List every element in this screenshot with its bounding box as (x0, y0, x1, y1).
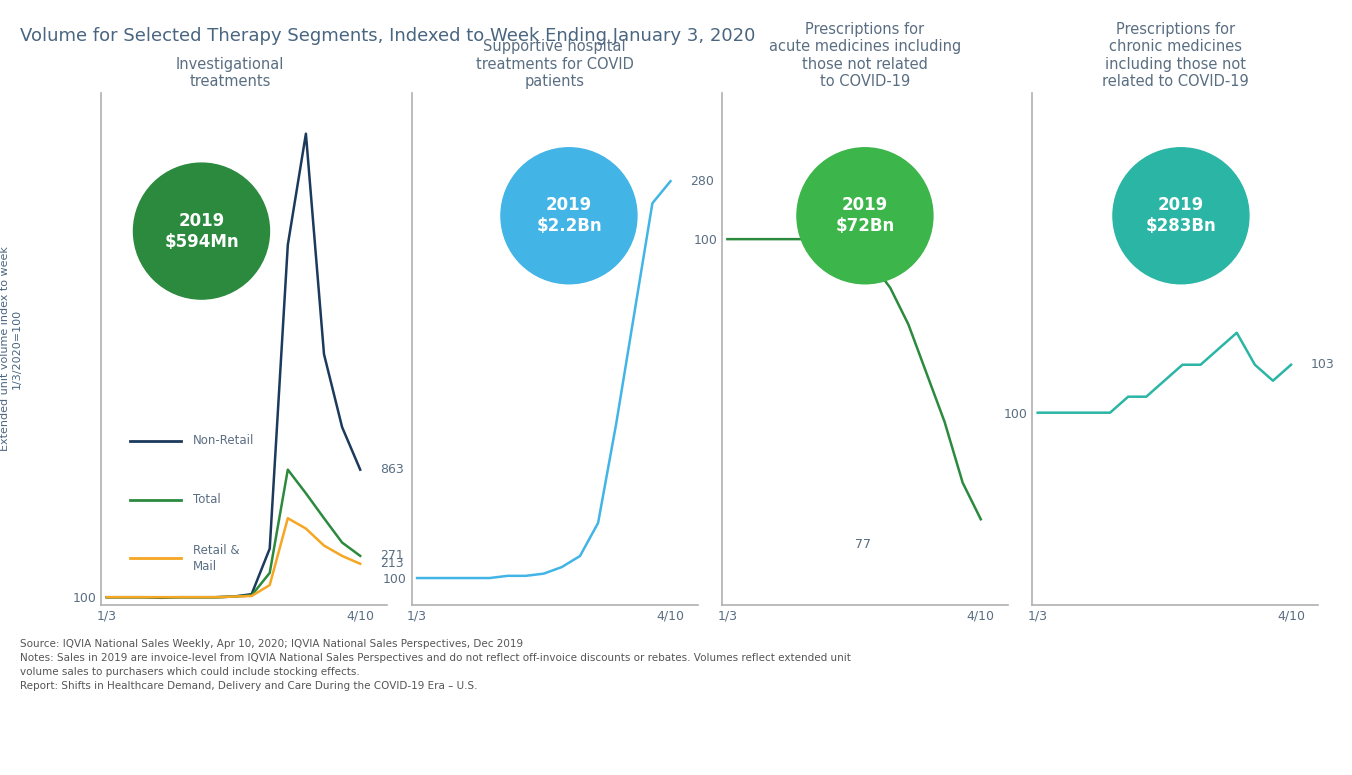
Text: 2019
$2.2Bn: 2019 $2.2Bn (537, 196, 602, 235)
Text: 2019
$283Bn: 2019 $283Bn (1145, 196, 1217, 235)
Text: 863: 863 (380, 463, 404, 476)
Text: 280: 280 (691, 174, 714, 188)
Text: Total: Total (193, 493, 220, 506)
Text: Source: IQVIA National Sales Weekly, Apr 10, 2020; IQVIA National Sales Perspect: Source: IQVIA National Sales Weekly, Apr… (20, 639, 852, 691)
Text: Volume for Selected Therapy Segments, Indexed to Week Ending January 3, 2020: Volume for Selected Therapy Segments, In… (20, 27, 756, 45)
Text: Investigational
treatments: Investigational treatments (176, 57, 284, 89)
Text: 213: 213 (380, 557, 404, 570)
Text: Prescriptions for
chronic medicines
including those not
related to COVID-19: Prescriptions for chronic medicines incl… (1102, 22, 1249, 89)
Text: Extended unit volume index to week
1/3/2020=100: Extended unit volume index to week 1/3/2… (0, 246, 22, 451)
Text: 271: 271 (380, 549, 404, 563)
Text: 103: 103 (1311, 358, 1334, 371)
Text: 2019
$594Mn: 2019 $594Mn (164, 212, 239, 250)
Text: 77: 77 (854, 538, 871, 550)
Text: Prescriptions for
acute medicines including
those not related
to COVID-19: Prescriptions for acute medicines includ… (769, 22, 961, 89)
Text: Non-Retail: Non-Retail (193, 434, 254, 447)
Text: Supportive hospital
treatments for COVID
patients: Supportive hospital treatments for COVID… (476, 40, 634, 89)
Text: 2019
$72Bn: 2019 $72Bn (836, 196, 895, 235)
Text: Retail &
Mail: Retail & Mail (193, 544, 239, 573)
